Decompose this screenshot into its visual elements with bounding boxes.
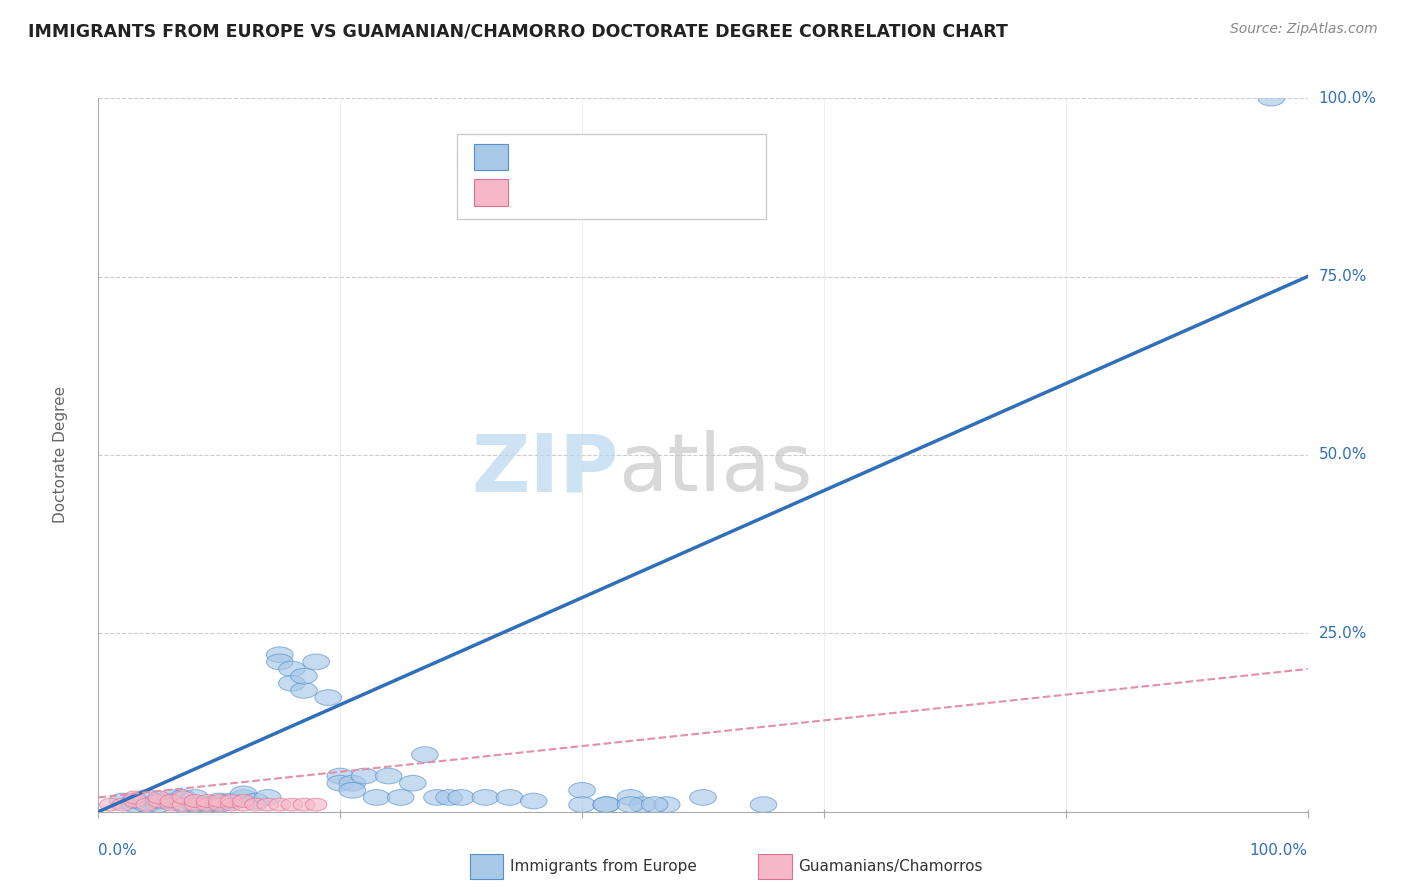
Ellipse shape: [231, 789, 257, 805]
Ellipse shape: [267, 647, 292, 663]
Ellipse shape: [124, 795, 146, 807]
Ellipse shape: [197, 795, 218, 807]
Ellipse shape: [100, 798, 121, 811]
Text: Source: ZipAtlas.com: Source: ZipAtlas.com: [1230, 22, 1378, 37]
Ellipse shape: [690, 789, 716, 805]
Ellipse shape: [111, 798, 134, 811]
Ellipse shape: [134, 789, 160, 805]
Ellipse shape: [146, 793, 172, 809]
Ellipse shape: [254, 789, 281, 805]
Ellipse shape: [121, 793, 148, 809]
Text: 100.0%: 100.0%: [1319, 91, 1376, 105]
Ellipse shape: [232, 798, 254, 811]
Ellipse shape: [208, 795, 231, 807]
Ellipse shape: [136, 798, 157, 811]
Text: R = 0.790   N = 57: R = 0.790 N = 57: [515, 149, 685, 167]
Ellipse shape: [291, 668, 318, 684]
Text: atlas: atlas: [619, 430, 813, 508]
Ellipse shape: [207, 797, 232, 813]
Ellipse shape: [160, 795, 181, 807]
Ellipse shape: [257, 798, 278, 811]
Ellipse shape: [751, 797, 776, 813]
Ellipse shape: [221, 795, 242, 807]
Ellipse shape: [281, 798, 302, 811]
Ellipse shape: [472, 789, 499, 805]
Ellipse shape: [1258, 90, 1285, 106]
Ellipse shape: [412, 747, 439, 763]
Ellipse shape: [641, 797, 668, 813]
Ellipse shape: [207, 793, 232, 809]
Ellipse shape: [231, 786, 257, 802]
Ellipse shape: [375, 768, 402, 784]
Ellipse shape: [292, 798, 315, 811]
Text: 25.0%: 25.0%: [1319, 626, 1367, 640]
Ellipse shape: [232, 795, 254, 807]
Text: Immigrants from Europe: Immigrants from Europe: [510, 859, 697, 873]
Text: 50.0%: 50.0%: [1319, 448, 1367, 462]
Ellipse shape: [315, 690, 342, 706]
Text: Guamanians/Chamorros: Guamanians/Chamorros: [799, 859, 983, 873]
Text: IMMIGRANTS FROM EUROPE VS GUAMANIAN/CHAMORRO DOCTORATE DEGREE CORRELATION CHART: IMMIGRANTS FROM EUROPE VS GUAMANIAN/CHAM…: [28, 22, 1008, 40]
Ellipse shape: [146, 797, 172, 813]
Ellipse shape: [630, 797, 655, 813]
Ellipse shape: [291, 682, 318, 698]
Ellipse shape: [172, 798, 194, 811]
Ellipse shape: [496, 789, 523, 805]
Ellipse shape: [617, 789, 644, 805]
Ellipse shape: [245, 798, 267, 811]
Ellipse shape: [148, 795, 170, 807]
Ellipse shape: [170, 797, 197, 813]
Ellipse shape: [654, 797, 681, 813]
Ellipse shape: [242, 793, 269, 809]
Ellipse shape: [134, 797, 160, 813]
Text: 75.0%: 75.0%: [1319, 269, 1367, 284]
Text: 0.0%: 0.0%: [98, 843, 138, 858]
Ellipse shape: [184, 795, 207, 807]
Ellipse shape: [520, 793, 547, 809]
Ellipse shape: [197, 798, 218, 811]
Ellipse shape: [157, 793, 184, 809]
Ellipse shape: [221, 798, 242, 811]
Ellipse shape: [569, 782, 595, 798]
Ellipse shape: [267, 654, 292, 670]
Ellipse shape: [436, 789, 463, 805]
Ellipse shape: [181, 797, 208, 813]
Ellipse shape: [218, 793, 245, 809]
Ellipse shape: [157, 789, 184, 805]
Ellipse shape: [269, 798, 291, 811]
Ellipse shape: [399, 775, 426, 791]
Ellipse shape: [328, 768, 353, 784]
Ellipse shape: [278, 661, 305, 677]
Ellipse shape: [302, 654, 329, 670]
Ellipse shape: [305, 798, 328, 811]
Ellipse shape: [328, 775, 353, 791]
Ellipse shape: [208, 798, 231, 811]
Ellipse shape: [593, 797, 620, 813]
Text: ZIP: ZIP: [471, 430, 619, 508]
Ellipse shape: [181, 789, 208, 805]
Ellipse shape: [593, 797, 620, 813]
Ellipse shape: [388, 789, 413, 805]
Text: R = 0.363   N = 27: R = 0.363 N = 27: [515, 185, 685, 202]
Ellipse shape: [617, 797, 644, 813]
Ellipse shape: [339, 775, 366, 791]
Ellipse shape: [110, 793, 136, 809]
Ellipse shape: [339, 782, 366, 798]
Ellipse shape: [160, 798, 181, 811]
Ellipse shape: [352, 768, 378, 784]
Ellipse shape: [124, 791, 146, 804]
Ellipse shape: [184, 798, 207, 811]
Ellipse shape: [449, 789, 474, 805]
Ellipse shape: [363, 789, 389, 805]
Text: 100.0%: 100.0%: [1250, 843, 1308, 858]
Ellipse shape: [278, 675, 305, 691]
Ellipse shape: [194, 797, 221, 813]
Ellipse shape: [569, 797, 595, 813]
Ellipse shape: [121, 797, 148, 813]
Ellipse shape: [423, 789, 450, 805]
Ellipse shape: [170, 789, 197, 805]
Y-axis label: Doctorate Degree: Doctorate Degree: [53, 386, 69, 524]
Ellipse shape: [148, 791, 170, 804]
Ellipse shape: [172, 791, 194, 804]
